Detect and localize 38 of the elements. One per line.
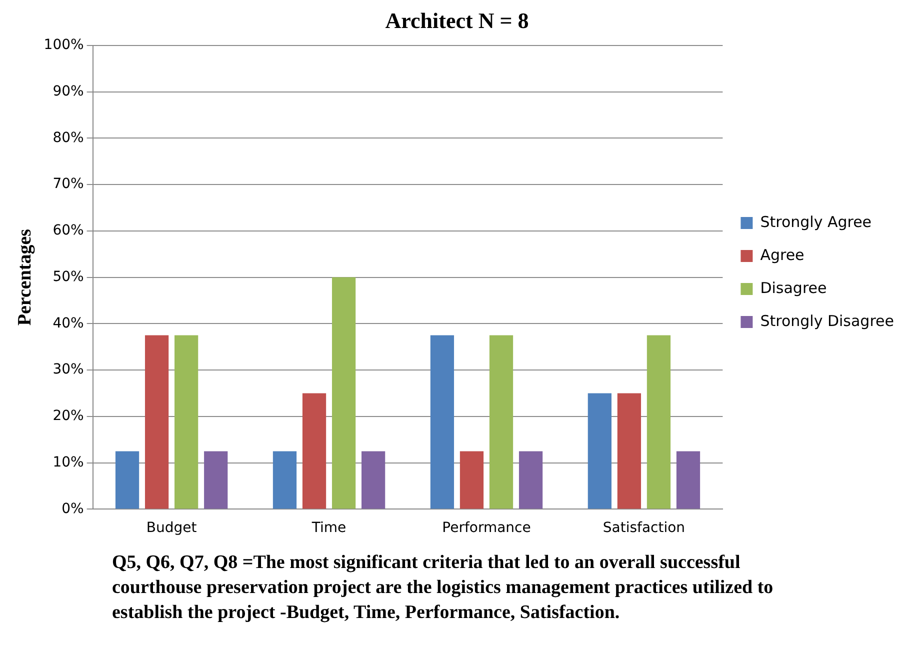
x-tick-label: Time [310,520,346,536]
y-tick-label: 0% [62,500,84,517]
bar [332,277,356,509]
y-tick-label: 30% [52,362,84,378]
text: Q5, Q6, Q7, Q8 =The most significant criteria that led to an overall successful courthouse preservation project are the logistics management practices utilized to establish the project -Budget, Time, Performance, Satisfaction. [112,551,774,625]
bar [518,451,543,509]
y-tick-label: 20% [52,408,84,424]
legend-label: Agree [760,246,804,264]
bar [302,393,326,509]
bar [144,335,169,509]
y-tick-label: 90% [52,83,84,100]
y-tick-label: 60% [52,222,84,239]
bar [588,393,612,509]
bar [174,335,198,509]
bar [617,393,642,509]
y-tick-label: 80% [52,130,84,146]
bar [362,451,386,509]
y-tick-label: 70% [52,176,84,192]
legend-label: Disagree [760,278,827,297]
bar [489,335,514,509]
bar [272,451,297,509]
bar [430,335,454,509]
bar [646,335,671,509]
bar [676,451,700,509]
y-tick-label: 40% [52,315,84,332]
legend-label: Strongly Disagree [760,312,894,330]
legend-label: Strongly Agree [760,212,872,231]
y-tick-label: 50% [52,268,84,285]
x-tick-label: Performance [442,520,531,536]
chart-title: Architect N = 8 [385,8,529,33]
y-tick-label: 10% [52,454,84,470]
bar [204,451,228,509]
y-tick-label: 100% [44,37,84,54]
bar [460,451,484,509]
x-tick-label: Budget [146,520,198,536]
y-axis-title: Percentages [14,228,36,326]
bar [115,451,140,509]
x-tick-label: Satisfaction [602,520,686,536]
